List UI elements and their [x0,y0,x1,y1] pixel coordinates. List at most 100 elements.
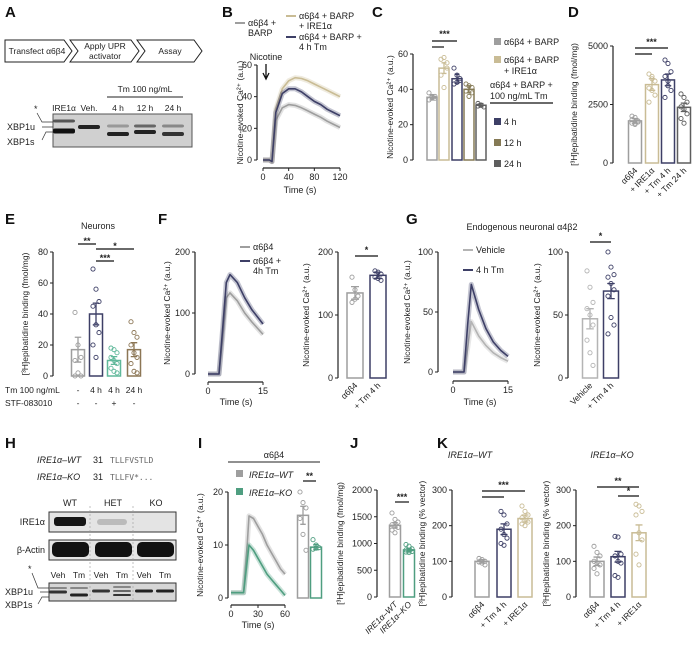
y-axis-label: Nicotine-evoked Ca²⁺ (a.u.) [235,60,245,164]
data-point [476,555,482,562]
data-point [633,551,639,557]
data-point [519,503,525,509]
significance-label: ** [83,236,91,246]
panel-label-b: B [222,4,233,21]
band-leader-lines [36,112,53,141]
data-point [608,264,614,270]
significance-label: * [113,241,117,251]
lane-label: 24 h [165,103,182,113]
y-tick-label: 100 [418,247,433,257]
error-bar [478,102,484,108]
significance-label: *** [439,29,450,39]
condition-value: - [77,398,80,408]
data-point [372,274,378,280]
error-bar [478,558,486,564]
x-tick-label: 0 [450,385,455,395]
y-tick-label: 20 [213,487,223,497]
x-axis-label: Time (s) [242,620,275,630]
bar [463,88,475,161]
data-point [652,92,658,98]
data-point [469,85,475,91]
data-point [128,319,134,325]
sequence-text: TLLFVSTLD [110,456,154,465]
treatment-label: Tm [159,570,171,580]
significance-label: *** [646,37,657,47]
legend-label: 4 h Tm [299,42,327,52]
error-bar [92,302,100,326]
chart-title: Endogenous neuronal α4β2 [467,222,578,232]
gel-band [70,587,88,589]
chart-i-trace: 0 10 20 Nicotine-evoked Ca²⁺ (a.u.) α6β4 0 30 6… [195,450,320,630]
error-bar [454,73,460,84]
data-point [392,516,398,522]
gel-band [134,124,156,128]
workflow-step-2-label-line2: activator [89,51,121,61]
data-point [303,547,309,553]
y-tick-label: 0 [558,373,563,383]
legend-label: + IRE1α [299,21,332,31]
error-bar [593,556,601,567]
y-tick-label: 0 [428,367,433,377]
nonspecific-band-asterisk: * [28,564,32,574]
significance-label: ** [614,476,622,486]
y-tick-label: 200 [318,247,333,257]
data-point [114,370,120,376]
y-axis-label: Nicotine-evoked Ca²⁺ (a.u.) [402,260,412,364]
error-bar [74,336,82,363]
treatment-label: Tm [73,570,85,580]
y-tick-label: 0 [328,373,333,383]
series-line [263,88,341,163]
workflow-step-2-label: Apply UPR [84,41,126,51]
series-line [453,283,509,373]
gel-band [162,124,184,128]
significance-label: *** [498,480,509,490]
y-tick-label: 0 [442,592,447,602]
panel-label-g: G [406,211,418,228]
y-tick-label: 50 [423,307,433,317]
bar [402,549,416,598]
x-tick-label: 0 [260,172,265,182]
gel-bands [53,119,184,136]
data-point [451,65,457,71]
data-point [111,347,117,353]
nonspecific-band-asterisk: * [34,104,38,114]
data-point [498,526,504,532]
data-point [432,95,438,101]
y-tick-label: 20 [398,120,408,130]
legend-label: BARP [248,28,273,38]
significance-label: * [627,486,631,496]
data-point [678,115,684,122]
genotype-label: KO [149,498,162,508]
y-axis-label: [³H]epibatidine binding (fmol/mg) [20,252,30,375]
treatment-label: Veh [94,570,109,580]
data-point [678,91,684,97]
blot-band [52,542,89,557]
bar [517,517,533,598]
legend-label: α6β4 + BARP [504,37,559,47]
legend-label: α6β4 + BARP + [299,32,362,42]
data-point [615,574,621,580]
data-point [108,354,114,360]
data-point [498,508,504,514]
gel-band [70,593,88,597]
workflow-step-1 [4,39,73,63]
data-point [633,512,639,518]
data-point [96,330,102,336]
legend-label: α6β4 + BARP [299,11,354,21]
data-point [684,99,690,105]
data-point [78,373,84,379]
y-tick-label: 1000 [352,539,372,549]
data-point [78,354,84,360]
data-point [504,535,510,541]
data-point [501,512,507,518]
gel-band [113,590,131,592]
gel-image [52,113,193,148]
gel-band [92,589,110,593]
data-point [590,362,596,368]
x-tick-label: 60 [280,609,290,619]
significance-label: *** [100,253,111,263]
legend-label: 24 h [504,159,522,169]
data-point [432,93,438,99]
bar [627,120,643,164]
sequence-genotype: IRE1α–KO [37,472,80,482]
